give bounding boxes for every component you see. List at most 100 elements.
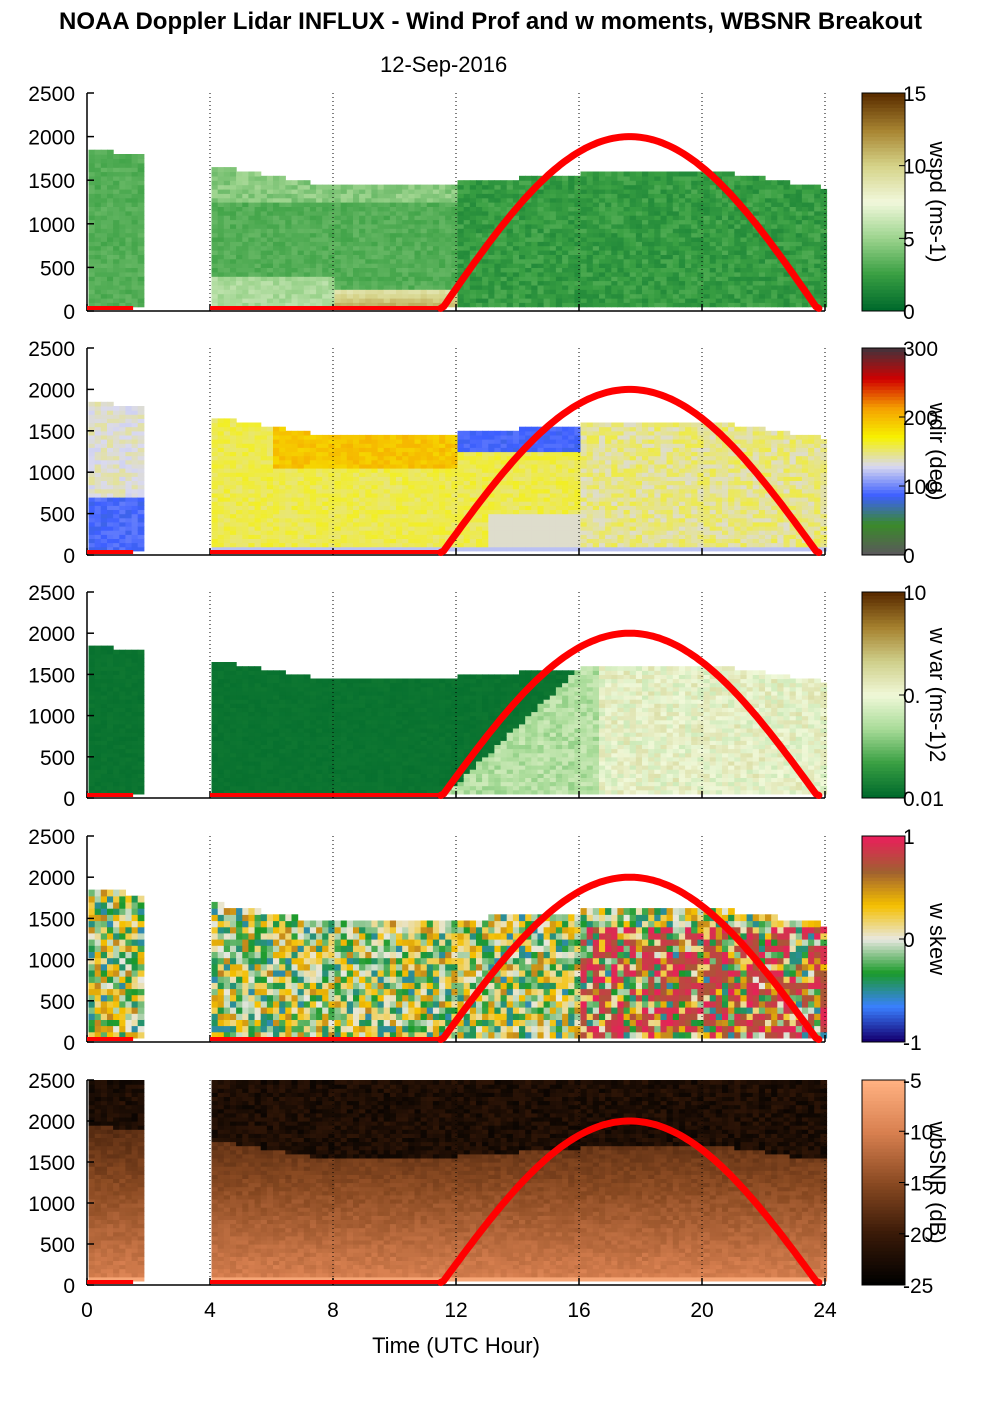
heatmap-cell [359, 298, 366, 303]
heatmap-cell [642, 259, 649, 264]
heatmap-cell [476, 443, 483, 448]
heatmap-cell [402, 485, 409, 490]
heatmap-cell [445, 530, 452, 535]
heatmap-cell [753, 281, 760, 286]
heatmap-cell [728, 263, 735, 268]
heatmap-cell [458, 206, 465, 211]
heatmap-cell [734, 233, 741, 238]
heatmap-cell [531, 302, 538, 307]
heatmap-cell [212, 189, 219, 194]
heatmap-cell [685, 263, 692, 268]
heatmap-cell [304, 510, 311, 515]
heatmap-cell [267, 211, 274, 216]
heatmap-cell [458, 543, 465, 548]
heatmap-cell [101, 172, 108, 177]
heatmap-cell [482, 219, 489, 224]
heatmap-cell [421, 472, 428, 477]
heatmap-cell [95, 289, 102, 294]
heatmap-cell [716, 219, 723, 224]
heatmap-cell [494, 198, 501, 203]
heatmap-cell [347, 224, 354, 229]
heatmap-cell [365, 254, 372, 259]
heatmap-cell [470, 472, 477, 477]
heatmap-cell [212, 294, 219, 299]
heatmap-cell [617, 263, 624, 268]
heatmap-cell [451, 272, 458, 277]
heatmap-cell [574, 193, 581, 198]
heatmap-cell [132, 167, 139, 172]
heatmap-cell [132, 460, 139, 465]
heatmap-cell [507, 294, 514, 299]
heatmap-cell [95, 185, 102, 190]
heatmap-cell [599, 224, 606, 229]
heatmap-cell [212, 518, 219, 523]
heatmap-cell [89, 538, 96, 543]
heatmap-cell [802, 263, 809, 268]
heatmap-cell [384, 443, 391, 448]
heatmap-cell [316, 505, 323, 510]
heatmap-cell [230, 468, 237, 473]
heatmap-cell [402, 447, 409, 452]
heatmap-cell [390, 228, 397, 233]
heatmap-cell [710, 237, 717, 242]
heatmap-cell [415, 464, 422, 469]
heatmap-cell [359, 289, 366, 294]
heatmap-cell [335, 189, 342, 194]
heatmap-cell [673, 254, 680, 259]
heatmap-cell [218, 167, 225, 172]
heatmap-cell [378, 237, 385, 242]
heatmap-cell [341, 219, 348, 224]
heatmap-cell [212, 439, 219, 444]
heatmap-cell [255, 224, 262, 229]
heatmap-cell [107, 526, 114, 531]
heatmap-cell [101, 176, 108, 181]
heatmap-cell [335, 228, 342, 233]
heatmap-cell [347, 246, 354, 251]
heatmap-cell [445, 501, 452, 506]
heatmap-cell [279, 538, 286, 543]
heatmap-cell [470, 224, 477, 229]
heatmap-cell [230, 263, 237, 268]
heatmap-cell [285, 206, 292, 211]
heatmap-cell [125, 406, 132, 411]
heatmap-cell [581, 224, 588, 229]
heatmap-cell [427, 185, 434, 190]
heatmap-cell [255, 481, 262, 486]
heatmap-cell [470, 302, 477, 307]
heatmap-cell [408, 250, 415, 255]
heatmap-cell [224, 534, 231, 539]
heatmap-cell [587, 298, 594, 303]
heatmap-cell [371, 289, 378, 294]
heatmap-cell [759, 246, 766, 251]
heatmap-cell [347, 241, 354, 246]
heatmap-cell [359, 468, 366, 473]
heatmap-cell [316, 497, 323, 502]
heatmap-cell [138, 439, 145, 444]
heatmap-cell [304, 501, 311, 506]
heatmap-cell [113, 259, 120, 264]
heatmap-cell [212, 468, 219, 473]
heatmap-cell [113, 206, 120, 211]
heatmap-cell [95, 228, 102, 233]
heatmap-cell [439, 485, 446, 490]
heatmap-cell [132, 510, 139, 515]
heatmap-cell [304, 294, 311, 299]
heatmap-cell [439, 215, 446, 220]
heatmap-cell [378, 497, 385, 502]
heatmap-cell [328, 246, 335, 251]
heatmap-cell [433, 534, 440, 539]
heatmap-cell [408, 526, 415, 531]
y-tick-label: 1500 [28, 170, 75, 193]
heatmap-cell [322, 215, 329, 220]
heatmap-cell [513, 263, 520, 268]
heatmap-cell [101, 464, 108, 469]
heatmap-cell [107, 259, 114, 264]
heatmap-cell [458, 250, 465, 255]
heatmap-cell [285, 476, 292, 481]
heatmap-cell [697, 302, 704, 307]
heatmap-cell [285, 237, 292, 242]
heatmap-cell [132, 518, 139, 523]
heatmap-cell [470, 206, 477, 211]
heatmap-cell [218, 423, 225, 428]
heatmap-cell [476, 431, 483, 436]
